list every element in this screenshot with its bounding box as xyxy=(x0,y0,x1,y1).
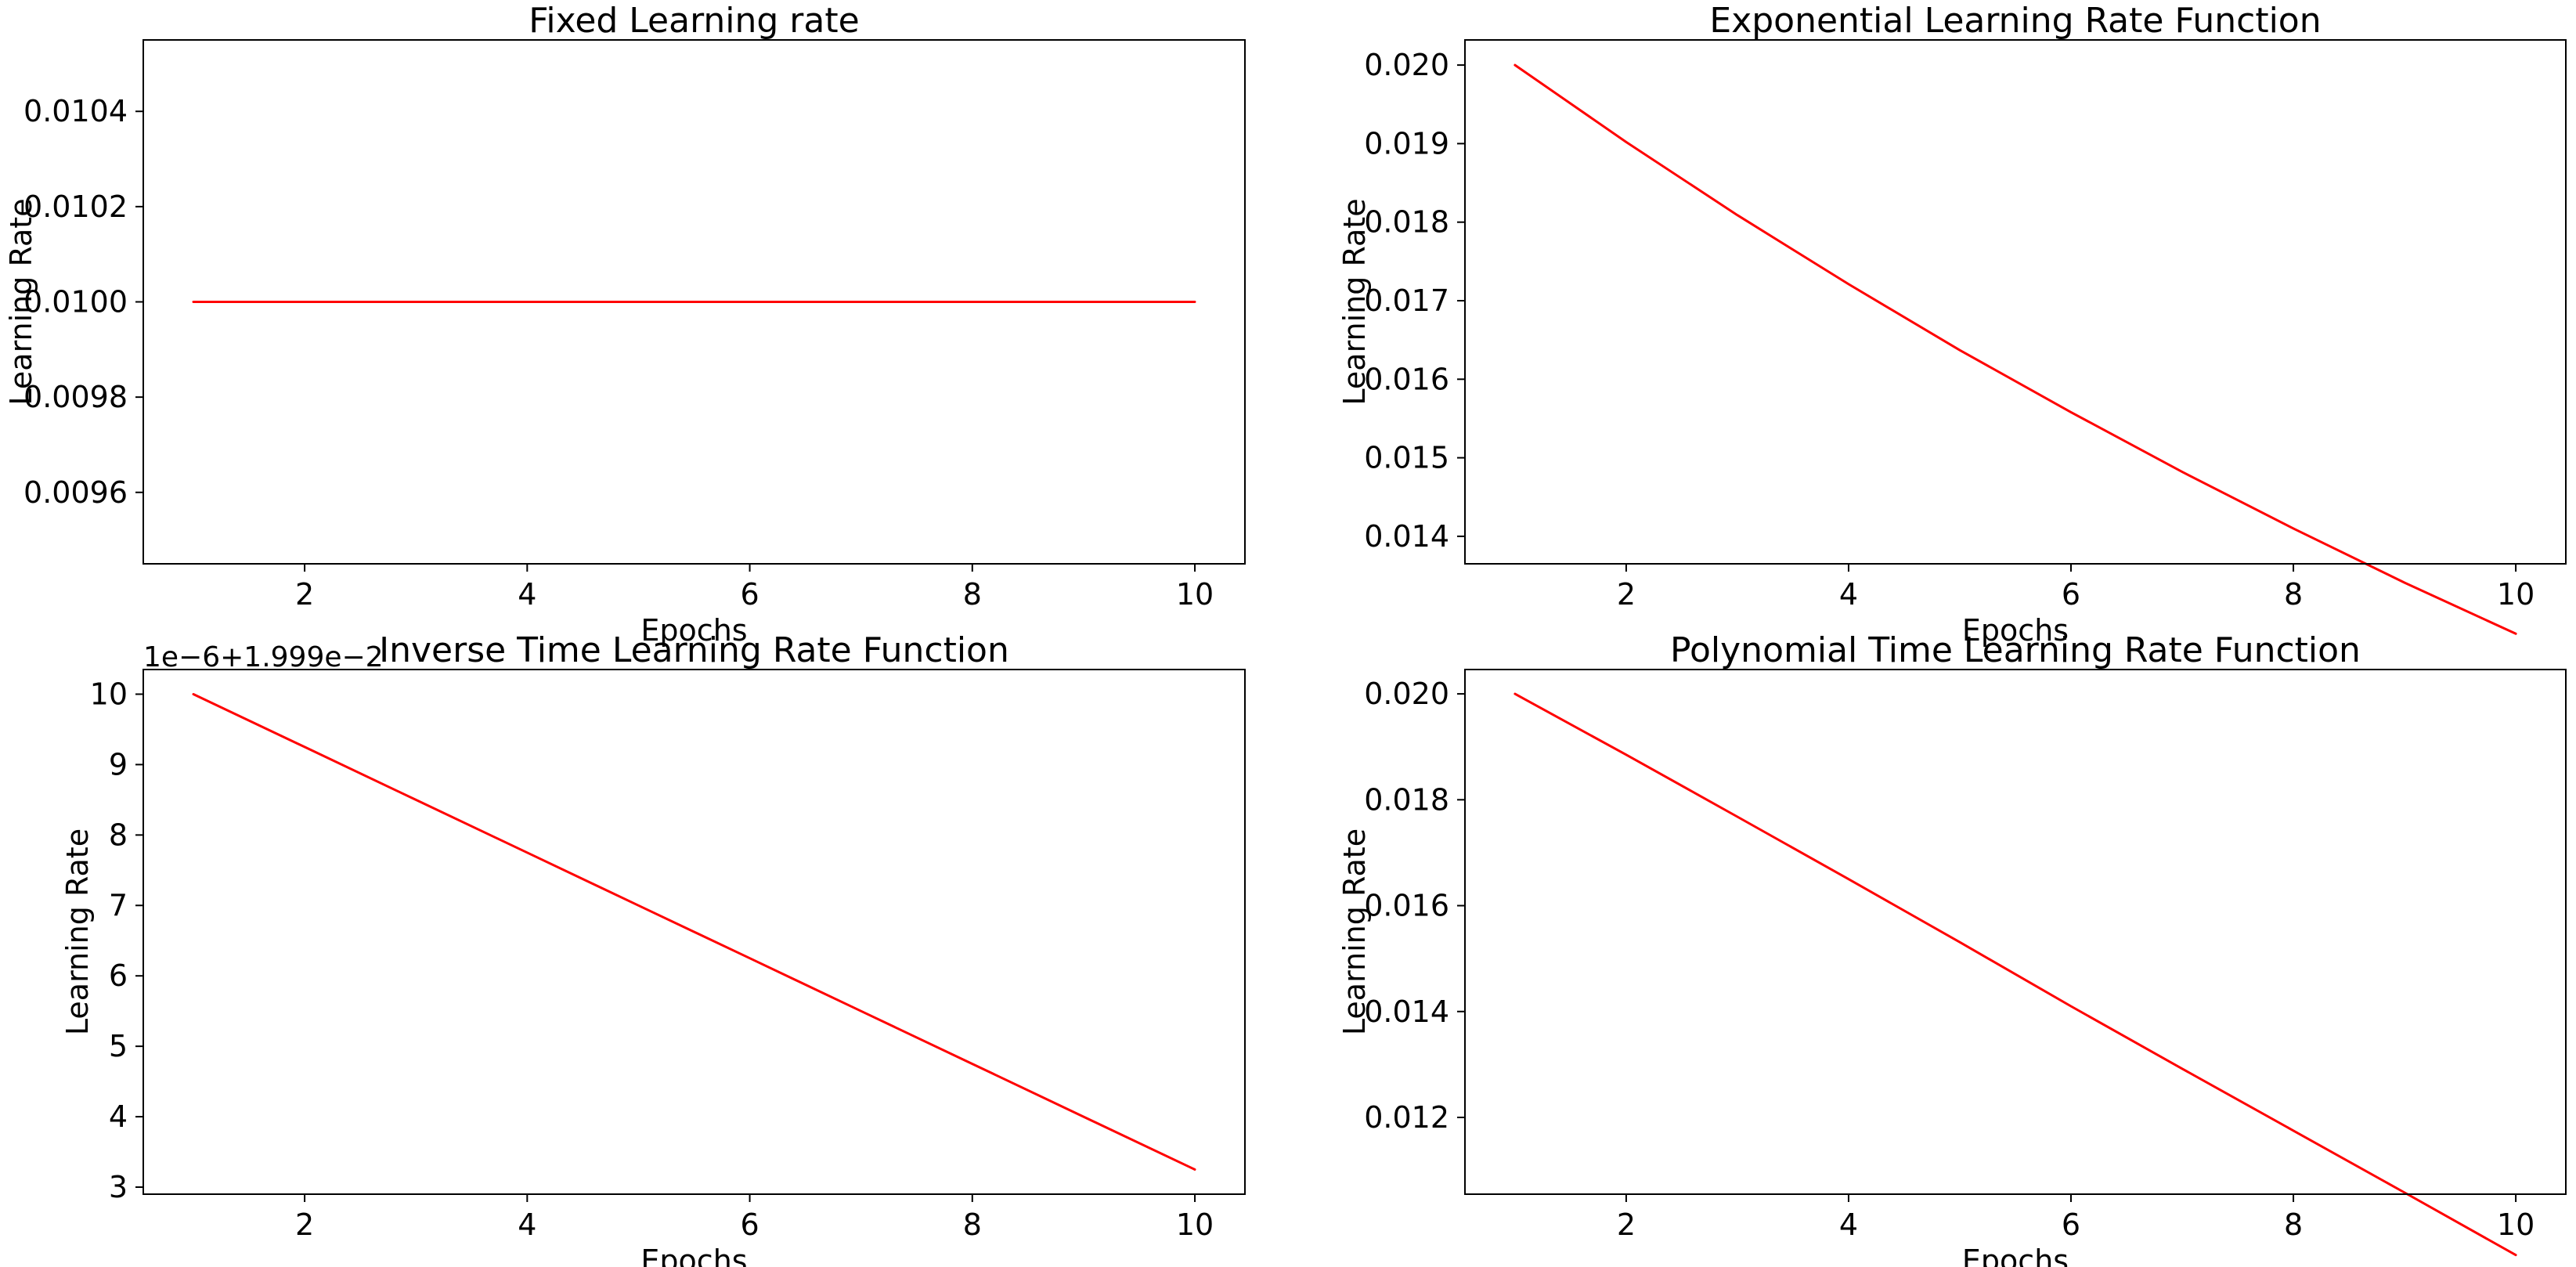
y-axis-label: Learning Rate xyxy=(4,198,38,405)
x-tick-label: 6 xyxy=(740,1207,759,1242)
subplot-inverse-time-learning-rate: Inverse Time Learning Rate Function Epoc… xyxy=(60,630,1246,1267)
series-line xyxy=(192,693,1196,1171)
y-tick-label: 0.020 xyxy=(1364,677,1449,711)
x-tick-label: 8 xyxy=(2284,1207,2303,1242)
y-axis-label: Learning Rate xyxy=(1337,828,1372,1035)
tick-group: 2 4 6 8 10 0.0096 0.0098 0.0100 0.0102 0.0104 xyxy=(23,94,1214,612)
subplot-polynomial-time-learning-rate: Polynomial Time Learning Rate Function E… xyxy=(1337,630,2567,1267)
x-tick-label: 4 xyxy=(1839,577,1858,612)
y-tick-label: 0.017 xyxy=(1364,283,1449,318)
y-axis-offset-text: 1e−6+1.999e−2 xyxy=(143,641,384,673)
y-tick-label: 0.019 xyxy=(1364,126,1449,161)
chart-title: Fixed Learning rate xyxy=(529,1,859,41)
series-line xyxy=(1513,692,2517,1257)
y-tick-label: 0.016 xyxy=(1364,362,1449,396)
x-tick-label: 8 xyxy=(963,1207,982,1242)
y-tick-label: 0.0098 xyxy=(23,380,128,414)
tick-group: 2 4 6 8 10 0.014 0.015 0.016 0.017 0.018 0.019 0.02… xyxy=(1364,48,2535,612)
y-tick-label: 4 xyxy=(109,1099,128,1134)
x-tick-label: 2 xyxy=(1617,1207,1636,1242)
x-tick-label: 8 xyxy=(963,577,982,612)
y-tick-label: 0.014 xyxy=(1364,994,1449,1029)
x-tick-label: 4 xyxy=(518,577,536,612)
y-tick-label: 0.012 xyxy=(1364,1100,1449,1135)
y-tick-label: 8 xyxy=(109,818,128,852)
tick-group: 2 4 6 8 10 0.012 0.014 0.016 0.018 0.020 xyxy=(1364,677,2535,1242)
y-tick-label: 0.0100 xyxy=(23,285,128,319)
x-tick-label: 6 xyxy=(2062,577,2080,612)
subplot-fixed-learning-rate: Fixed Learning rate Learning Rate 2 4 6 8 10… xyxy=(4,1,1246,612)
y-tick-label: 5 xyxy=(109,1029,128,1063)
x-tick-label: 4 xyxy=(1839,1207,1858,1242)
x-tick-label: 2 xyxy=(1617,577,1636,612)
chart-title: Exponential Learning Rate Function xyxy=(1709,1,2321,41)
series-line xyxy=(1513,63,2517,635)
y-tick-label: 9 xyxy=(109,747,128,781)
y-axis-label: Learning Rate xyxy=(1337,198,1372,405)
y-tick-label: 10 xyxy=(90,677,128,711)
x-tick-label: 10 xyxy=(1176,577,1214,612)
x-tick-label: 2 xyxy=(295,1207,314,1242)
y-tick-label: 0.0104 xyxy=(23,94,128,128)
x-tick-label: 6 xyxy=(2062,1207,2080,1242)
y-tick-label: 6 xyxy=(109,958,128,993)
subplot-exponential-learning-rate: Exponential Learning Rate Function Epoch… xyxy=(1337,1,2567,648)
x-axis-label-top-left: Epochs xyxy=(640,613,747,648)
plot-frame xyxy=(143,39,1246,565)
y-tick-label: 7 xyxy=(109,888,128,922)
y-tick-label: 0.018 xyxy=(1364,205,1449,240)
chart-title: Inverse Time Learning Rate Function xyxy=(379,630,1009,670)
x-tick-label: 4 xyxy=(518,1207,536,1242)
y-tick-label: 0.015 xyxy=(1364,441,1449,475)
x-tick-label: 10 xyxy=(2497,577,2535,612)
plot-frame xyxy=(1464,669,2567,1195)
y-tick-label: 0.0096 xyxy=(23,475,128,510)
x-tick-label: 10 xyxy=(1176,1207,1214,1242)
y-tick-label: 0.020 xyxy=(1364,48,1449,82)
x-axis-label: Epochs xyxy=(1962,1244,2069,1267)
x-tick-label: 8 xyxy=(2284,577,2303,612)
x-tick-label: 10 xyxy=(2497,1207,2535,1242)
x-axis-label: Epochs xyxy=(640,1244,747,1267)
plot-frame xyxy=(143,669,1246,1195)
y-tick-label: 0.016 xyxy=(1364,889,1449,923)
y-tick-label: 0.014 xyxy=(1364,519,1449,554)
x-axis-label: Epochs xyxy=(1962,613,2069,648)
y-axis-label: Learning Rate xyxy=(60,828,95,1035)
chart-title: Polynomial Time Learning Rate Function xyxy=(1670,630,2361,670)
x-tick-label: 2 xyxy=(295,577,314,612)
y-tick-label: 0.0102 xyxy=(23,190,128,224)
plot-frame xyxy=(1464,39,2567,565)
tick-group: 2 4 6 8 10 3 4 5 6 7 8 9 10 xyxy=(90,677,1214,1242)
y-tick-label: 3 xyxy=(109,1170,128,1204)
x-tick-label: 6 xyxy=(740,577,759,612)
y-tick-label: 0.018 xyxy=(1364,782,1449,817)
